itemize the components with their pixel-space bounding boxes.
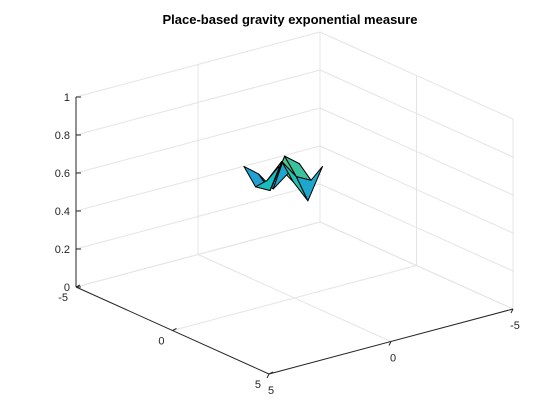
wall-grid-line — [75, 69, 321, 136]
y-tick-mark — [75, 284, 81, 288]
x-tick-label: 5 — [268, 385, 274, 397]
wall-grid-line — [75, 183, 321, 250]
y-tick-mark — [172, 328, 177, 331]
tick-labels: 00.20.40.60.81-505-505 — [55, 92, 520, 397]
x-tick-mark — [388, 341, 392, 346]
wall-grid-line — [319, 69, 514, 158]
x-tick-label: 0 — [390, 353, 396, 365]
x-tick-mark — [266, 373, 270, 379]
y-tick-label: -5 — [58, 292, 68, 304]
z-tick-label: 0.6 — [55, 168, 70, 180]
floor-grid-line — [172, 265, 417, 331]
wall-grid-line — [319, 145, 514, 234]
y-tick-label: 0 — [158, 336, 164, 348]
wall-grid-line — [75, 31, 321, 98]
y-tick-label: 5 — [255, 379, 261, 391]
y-tick-mark — [268, 371, 274, 375]
z-tick-label: 0 — [64, 282, 70, 294]
chart-title: Place-based gravity exponential measure — [162, 12, 417, 27]
x-tick-mark — [510, 308, 514, 314]
wall-grid-line — [75, 145, 321, 212]
wall-grid-line — [319, 31, 514, 120]
z-tick-label: 0.4 — [55, 206, 70, 218]
wall-grid-line — [319, 221, 514, 310]
z-tick-label: 1 — [64, 92, 70, 104]
wall-grid-line — [75, 221, 321, 288]
wall-grid-line — [75, 107, 321, 174]
surface-layer — [243, 155, 323, 202]
surface-patch — [295, 166, 323, 202]
wall-grid-line — [319, 183, 514, 272]
x-tick-label: -5 — [510, 320, 520, 332]
z-tick-label: 0.2 — [55, 244, 70, 256]
wall-grid-line — [319, 107, 514, 196]
z-tick-label: 0.8 — [55, 130, 70, 142]
grid-layer — [75, 31, 514, 375]
axes-layer — [75, 96, 514, 379]
